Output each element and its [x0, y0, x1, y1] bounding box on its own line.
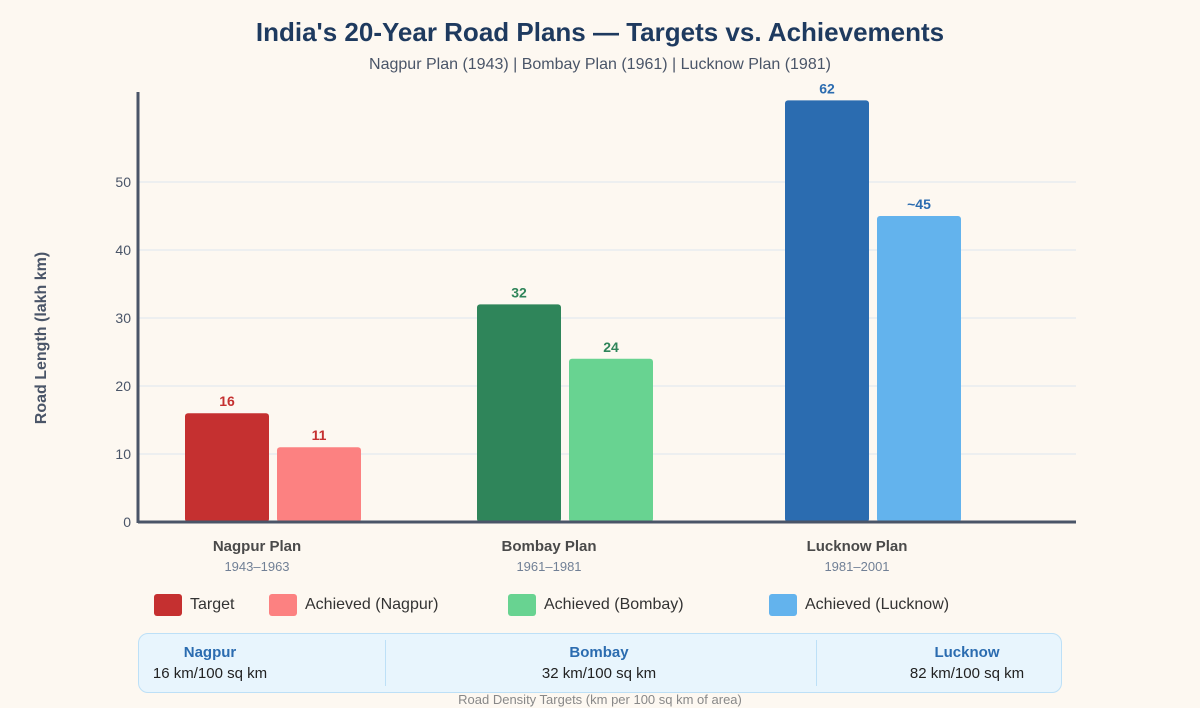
chart-title: India's 20-Year Road Plans — Targets vs.… — [255, 17, 945, 47]
bar-value-label: 16 — [219, 393, 235, 409]
y-tick-label: 50 — [115, 174, 131, 190]
x-category-years: 1943–1963 — [224, 559, 289, 574]
bar-achieved — [277, 447, 361, 522]
bar-target — [185, 413, 269, 522]
density-bombay: Bombay 32 km/100 sq km — [529, 644, 669, 682]
x-category-label: Lucknow Plan — [807, 538, 908, 555]
bar-achieved — [569, 358, 653, 522]
density-value: 82 km/100 sq km — [909, 665, 1025, 682]
legend-label: Achieved (Nagpur) — [305, 596, 439, 613]
legend-item-achieved-nagpur: Achieved (Nagpur) — [269, 594, 438, 616]
bar-target — [785, 100, 869, 523]
y-tick-label: 0 — [123, 514, 131, 530]
bar-achieved — [877, 216, 961, 522]
bar-value-label: 62 — [819, 80, 835, 96]
bar-target — [477, 304, 561, 522]
legend-swatch — [269, 594, 297, 616]
divider — [385, 640, 386, 686]
y-tick-label: 10 — [115, 446, 131, 462]
bar-value-label: 24 — [603, 339, 619, 355]
density-caption: Road Density Targets (km per 100 sq km o… — [458, 692, 742, 707]
legend-swatch — [769, 594, 797, 616]
legend-item-target: Target — [154, 594, 234, 616]
legend-label: Achieved (Bombay) — [544, 596, 684, 613]
chart-subtitle: Nagpur Plan (1943) | Bombay Plan (1961) … — [369, 56, 831, 73]
y-tick-label: 30 — [115, 310, 131, 326]
legend-swatch — [154, 594, 182, 616]
density-value: 32 km/100 sq km — [541, 665, 657, 682]
legend-label: Target — [190, 596, 235, 613]
bar-value-label: 32 — [511, 284, 527, 300]
x-category-years: 1981–2001 — [824, 559, 889, 574]
legend-swatch — [508, 594, 536, 616]
legend-item-achieved-lucknow: Achieved (Lucknow) — [769, 594, 949, 616]
bar-value-label: 11 — [312, 427, 327, 443]
bar-value-label: ~45 — [907, 196, 931, 212]
density-name: Lucknow — [934, 644, 1000, 661]
y-tick-label: 20 — [115, 378, 131, 394]
density-value: 16 km/100 sq km — [152, 665, 268, 682]
legend-item-achieved-bombay: Achieved (Bombay) — [508, 594, 684, 616]
y-axis-label: Road Length (lakh km) — [33, 252, 50, 424]
density-name: Bombay — [569, 644, 629, 661]
divider — [816, 640, 817, 686]
x-category-label: Bombay Plan — [501, 538, 596, 555]
density-nagpur: Nagpur 16 km/100 sq km — [150, 644, 270, 682]
x-category-label: Nagpur Plan — [213, 538, 301, 555]
y-tick-label: 40 — [115, 242, 131, 258]
density-name: Nagpur — [183, 644, 237, 661]
density-panel: Nagpur 16 km/100 sq km Bombay 32 km/100 … — [138, 633, 1062, 693]
density-lucknow: Lucknow 82 km/100 sq km — [897, 644, 1037, 682]
legend-label: Achieved (Lucknow) — [805, 596, 950, 613]
x-category-years: 1961–1981 — [516, 559, 581, 574]
